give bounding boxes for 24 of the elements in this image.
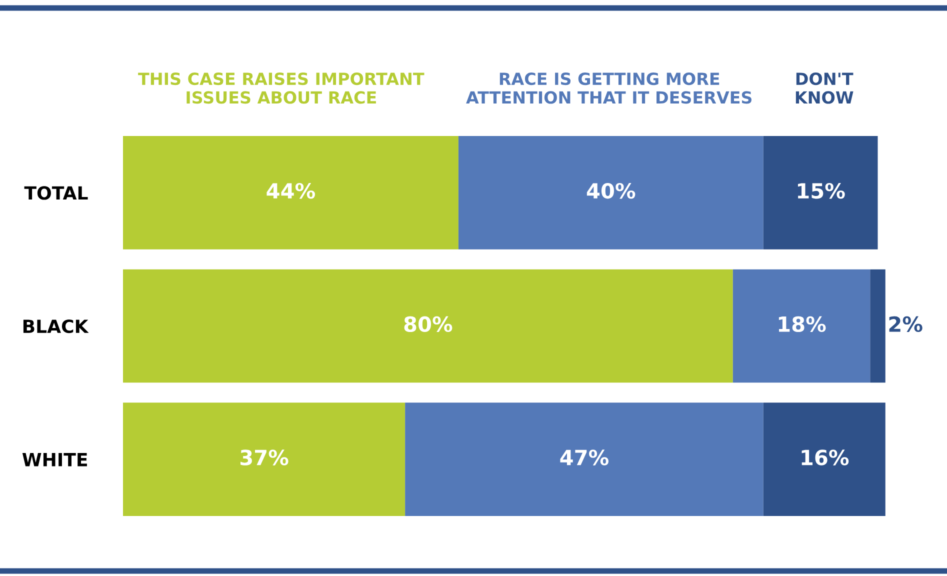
data-label: 37% [240, 450, 288, 466]
bar [123, 402, 406, 516]
bar [870, 269, 886, 383]
bar [458, 136, 764, 250]
data-label: 40% [586, 182, 636, 199]
data-label: 2% [889, 316, 922, 332]
y-tick-label: TOTAL [24, 186, 88, 200]
series-label: THIS CASE RAISES IMPORTANT ISSUES ABOUT RACE [138, 72, 424, 104]
series-label: DON'T KNOW [796, 72, 854, 104]
bar [763, 136, 878, 250]
data-label: 47% [560, 450, 609, 466]
data-label: 15% [798, 182, 845, 199]
bar [123, 269, 733, 383]
y-tick-label: BLACK [23, 319, 89, 334]
data-label: 44% [266, 182, 315, 199]
bar [732, 269, 870, 383]
data-label: 18% [778, 316, 826, 332]
data-label: 80% [404, 316, 452, 332]
y-tick-label: WHITE [22, 453, 87, 466]
data-label: 16% [802, 450, 849, 466]
bar [123, 136, 458, 250]
bar [405, 402, 764, 516]
bar [763, 402, 886, 516]
series-label: RACE IS GETTING MORE ATTENTION THAT IT DESERVES [466, 72, 752, 104]
